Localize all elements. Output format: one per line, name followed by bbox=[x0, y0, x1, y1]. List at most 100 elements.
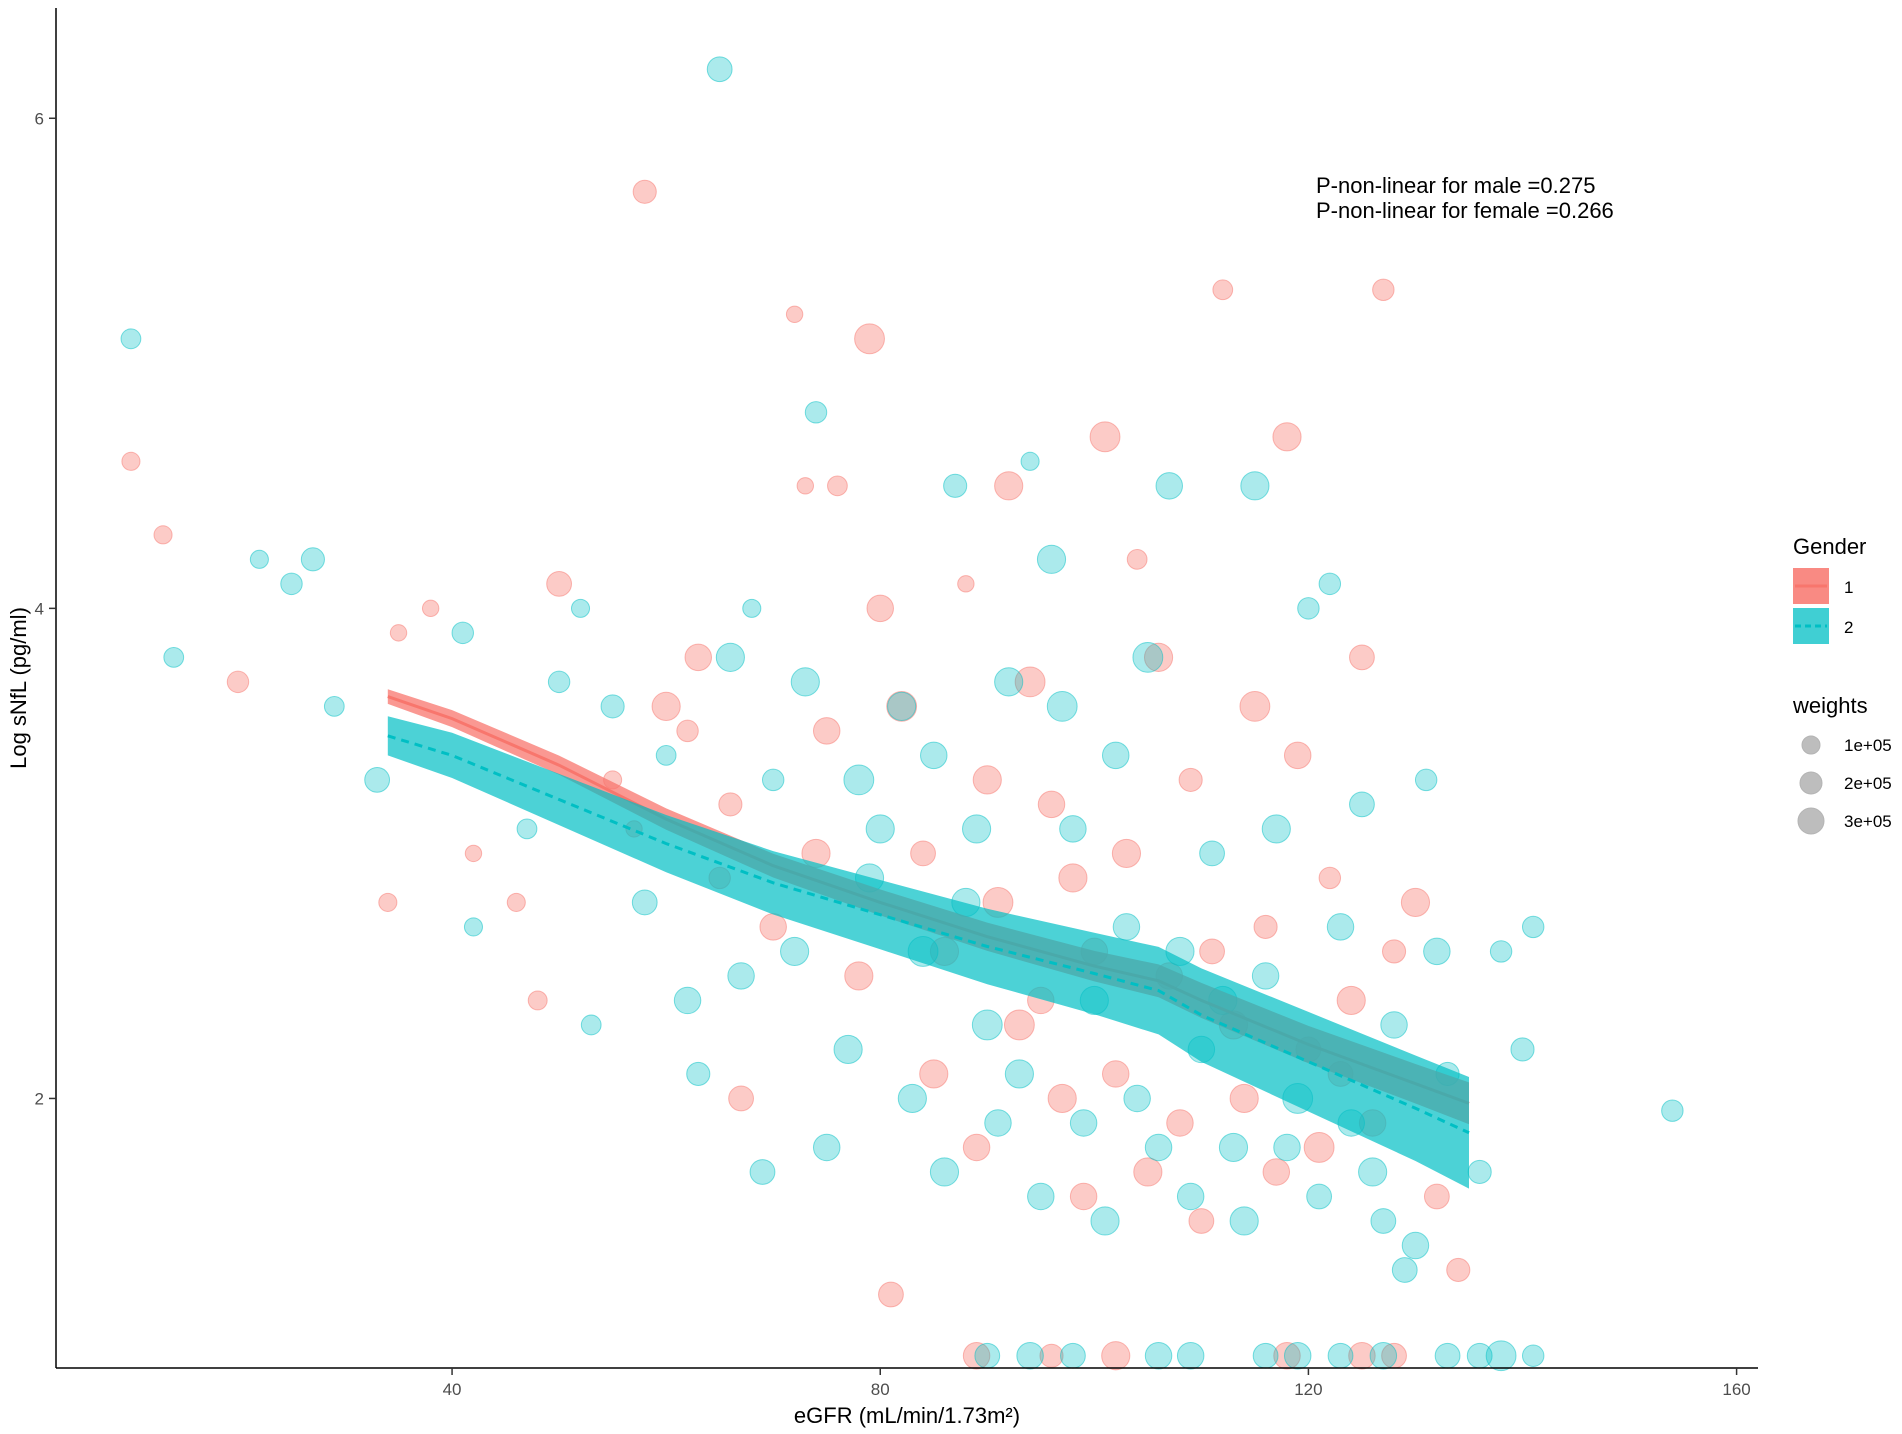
point-gender-2-63 bbox=[1521, 915, 1545, 939]
point-gender-2-18 bbox=[715, 642, 745, 672]
point-gender-1-13 bbox=[651, 691, 681, 721]
point-gender-2-55 bbox=[1380, 1011, 1408, 1039]
point-gender-1-35 bbox=[1111, 838, 1142, 868]
point-gender-2-28 bbox=[920, 741, 948, 770]
point-gender-2-36 bbox=[1059, 815, 1087, 843]
point-gender-1-69 bbox=[1229, 1083, 1259, 1114]
point-gender-1-60 bbox=[919, 1059, 949, 1089]
point-gender-2-12 bbox=[580, 1014, 602, 1036]
point-gender-1-41 bbox=[1212, 279, 1234, 301]
point-gender-2-78 bbox=[1229, 1206, 1259, 1236]
point-gender-2-101 bbox=[1521, 1344, 1545, 1367]
point-gender-2-19 bbox=[742, 598, 762, 618]
point-gender-2-3 bbox=[280, 572, 303, 596]
point-gender-2-46 bbox=[1240, 471, 1270, 501]
point-gender-1-17 bbox=[728, 1085, 754, 1112]
point-gender-2-35 bbox=[1046, 690, 1078, 722]
point-gender-2-25 bbox=[843, 764, 875, 796]
point-gender-1-62 bbox=[1003, 1009, 1035, 1041]
plot-area bbox=[120, 56, 1684, 1372]
point-gender-1-49 bbox=[1318, 866, 1342, 890]
point-gender-2-48 bbox=[1261, 814, 1291, 844]
point-gender-2-47 bbox=[1251, 962, 1280, 990]
point-gender-2-15 bbox=[673, 986, 702, 1015]
annotation-male: P-non-linear for male =0.275 bbox=[1316, 173, 1595, 198]
legend-size-3e05 bbox=[1797, 807, 1825, 835]
point-gender-2-93 bbox=[1176, 1342, 1205, 1370]
point-gender-2-2 bbox=[249, 549, 269, 569]
x-tick-label-80: 80 bbox=[871, 1380, 890, 1399]
point-gender-2-9 bbox=[516, 818, 538, 840]
point-gender-2-32 bbox=[994, 667, 1024, 697]
point-gender-1-34 bbox=[1089, 421, 1121, 453]
point-gender-2-51 bbox=[1318, 572, 1342, 596]
point-gender-2-68 bbox=[929, 1157, 960, 1187]
legend-label-gender-2: 2 bbox=[1844, 618, 1853, 637]
fit-lines-layer bbox=[387, 689, 1470, 1189]
point-gender-1-45 bbox=[1272, 422, 1302, 452]
point-gender-2-11 bbox=[570, 598, 591, 618]
point-gender-1-74 bbox=[886, 690, 918, 722]
point-gender-2-80 bbox=[1306, 1183, 1333, 1210]
point-gender-2-65 bbox=[780, 936, 810, 967]
point-gender-1-20 bbox=[812, 717, 841, 745]
point-gender-2-100 bbox=[1485, 1340, 1517, 1372]
point-gender-2-83 bbox=[1391, 1257, 1418, 1283]
point-gender-1-79 bbox=[1101, 1341, 1131, 1371]
point-gender-2-70 bbox=[1004, 1059, 1034, 1089]
fit-line-gender-2 bbox=[387, 734, 1470, 1135]
point-gender-2-22 bbox=[790, 667, 820, 697]
point-gender-1-22 bbox=[854, 323, 885, 355]
point-gender-2-34 bbox=[1036, 544, 1067, 574]
point-gender-2-69 bbox=[984, 1109, 1012, 1137]
point-gender-1-54 bbox=[1381, 939, 1407, 964]
point-gender-2-61 bbox=[1489, 940, 1513, 963]
point-gender-1-29 bbox=[994, 471, 1024, 501]
legend-title-weights: weights bbox=[1792, 693, 1868, 718]
point-gender-1-32 bbox=[1058, 863, 1088, 893]
point-gender-1-12 bbox=[632, 179, 657, 204]
legend-size-2e05 bbox=[1799, 771, 1823, 795]
point-gender-2-27 bbox=[887, 691, 917, 721]
point-gender-1-18 bbox=[785, 305, 804, 324]
y-tick-label-2: 2 bbox=[35, 1089, 44, 1108]
point-gender-2-56 bbox=[1401, 1231, 1430, 1260]
point-gender-1-21 bbox=[827, 475, 848, 497]
point-gender-2-41 bbox=[1155, 472, 1183, 500]
point-gender-2-95 bbox=[1283, 1342, 1312, 1370]
point-gender-2-17 bbox=[706, 56, 733, 83]
point-gender-2-66 bbox=[833, 1034, 863, 1065]
point-gender-1-25 bbox=[910, 840, 936, 867]
point-gender-1-53 bbox=[1372, 278, 1395, 302]
point-gender-2-33 bbox=[1020, 451, 1040, 471]
point-gender-1-51 bbox=[1349, 644, 1375, 671]
point-gender-2-13 bbox=[600, 694, 625, 719]
point-gender-1-5 bbox=[421, 599, 440, 618]
point-gender-1-61 bbox=[962, 1133, 991, 1162]
y-axis-ticks: 2 4 6 bbox=[35, 109, 56, 1108]
fit-band-gender-2 bbox=[387, 716, 1469, 1189]
point-gender-1-4 bbox=[389, 624, 408, 642]
point-gender-1-28 bbox=[972, 765, 1002, 795]
legend-label-size-2e05: 2e+05 bbox=[1844, 774, 1892, 793]
point-gender-1-63 bbox=[1047, 1083, 1077, 1114]
point-gender-2-6 bbox=[364, 766, 391, 793]
point-gender-2-38 bbox=[1101, 741, 1130, 770]
point-gender-2-53 bbox=[1349, 791, 1375, 818]
point-gender-2-24 bbox=[812, 1133, 841, 1162]
point-gender-2-91 bbox=[1060, 1342, 1086, 1369]
x-axis-ticks: 40 80 120 160 bbox=[443, 1368, 1751, 1399]
point-gender-2-10 bbox=[547, 670, 571, 694]
point-gender-1-8 bbox=[527, 990, 548, 1011]
legend-size-1e05 bbox=[1801, 735, 1821, 755]
point-gender-2-0 bbox=[120, 328, 142, 350]
point-gender-2-89 bbox=[974, 1342, 1001, 1369]
point-gender-1-40 bbox=[1199, 938, 1225, 965]
point-gender-1-3 bbox=[378, 892, 398, 912]
legend-key-gender-2 bbox=[1793, 608, 1829, 644]
point-gender-1-58 bbox=[759, 913, 787, 941]
point-gender-2-20 bbox=[749, 1159, 776, 1185]
point-gender-1-19 bbox=[796, 477, 815, 495]
point-gender-2-74 bbox=[1112, 913, 1141, 941]
